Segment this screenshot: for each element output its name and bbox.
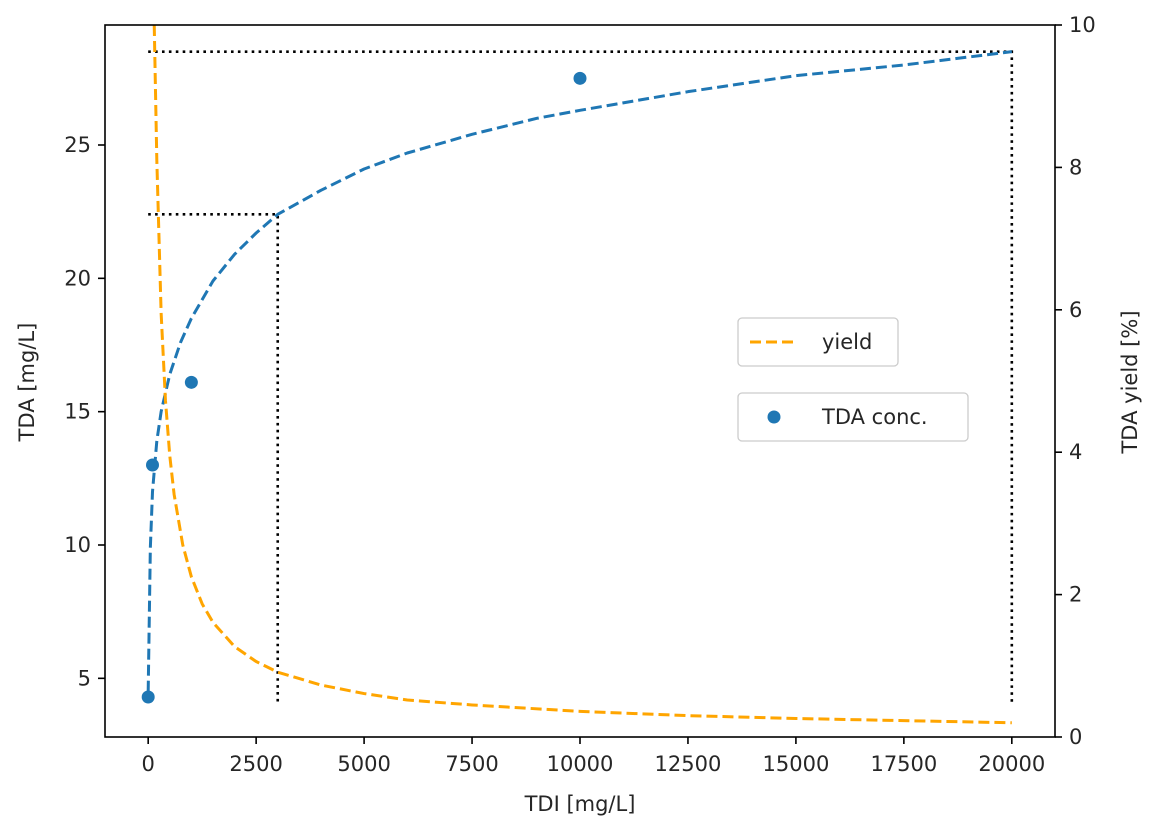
legend-box: yield — [737, 317, 899, 367]
y2-tick-label: 10 — [1069, 13, 1096, 37]
y2-axis-label: TDA yield [%] — [1118, 310, 1142, 454]
x-axis: 0 2500 5000 7500 10000 12500 15000 17500 20000 — [141, 737, 1045, 776]
reference-lines — [148, 50, 1014, 705]
yield-curve-line — [152, 25, 1012, 725]
x-tick-label: 10000 — [547, 752, 614, 776]
reference-line — [148, 213, 280, 705]
y-tick-label: 25 — [64, 133, 91, 157]
legend-marker — [767, 410, 781, 424]
legend-label: yield — [822, 330, 872, 354]
plot-frame — [104, 24, 1056, 738]
y2-tick-label: 2 — [1069, 583, 1082, 607]
reference-line — [148, 50, 1014, 705]
x-tick-label: 0 — [141, 752, 154, 776]
x-tick-label: 17500 — [870, 752, 937, 776]
y-tick-label: 10 — [64, 533, 91, 557]
axes-frame — [104, 24, 1056, 738]
scatter-point — [573, 71, 587, 85]
scatter-point — [184, 375, 198, 389]
y-axis-right: 0 2 4 6 8 10 — [1055, 13, 1096, 749]
conc-fit-line — [146, 50, 1013, 692]
x-tick-label: 12500 — [655, 752, 722, 776]
legend-frame — [737, 392, 969, 442]
y2-tick-label: 8 — [1069, 155, 1082, 179]
x-axis-label: TDI [mg/L] — [524, 792, 636, 816]
legend-box: TDA conc. — [737, 392, 969, 442]
x-tick-label: 2500 — [229, 752, 282, 776]
x-tick-label: 7500 — [445, 752, 498, 776]
legend-label: TDA conc. — [821, 405, 928, 429]
y2-tick-label: 4 — [1069, 440, 1082, 464]
y-axis-label: TDA [mg/L] — [15, 323, 39, 443]
x-tick-label: 15000 — [763, 752, 830, 776]
x-tick-label: 20000 — [978, 752, 1045, 776]
scatter-point — [146, 458, 159, 472]
y2-tick-label: 0 — [1069, 725, 1082, 749]
series-layer — [141, 25, 1013, 725]
scatter-point — [141, 690, 155, 704]
legend: yield TDA conc. — [737, 317, 969, 442]
y2-tick-label: 6 — [1069, 298, 1082, 322]
y-tick-label: 5 — [78, 666, 91, 690]
y-tick-label: 20 — [64, 266, 91, 290]
x-tick-label: 5000 — [337, 752, 390, 776]
legend-frame — [737, 317, 899, 367]
y-axis-left: 5 10 15 20 25 — [64, 133, 105, 690]
y-tick-label: 15 — [64, 400, 91, 424]
